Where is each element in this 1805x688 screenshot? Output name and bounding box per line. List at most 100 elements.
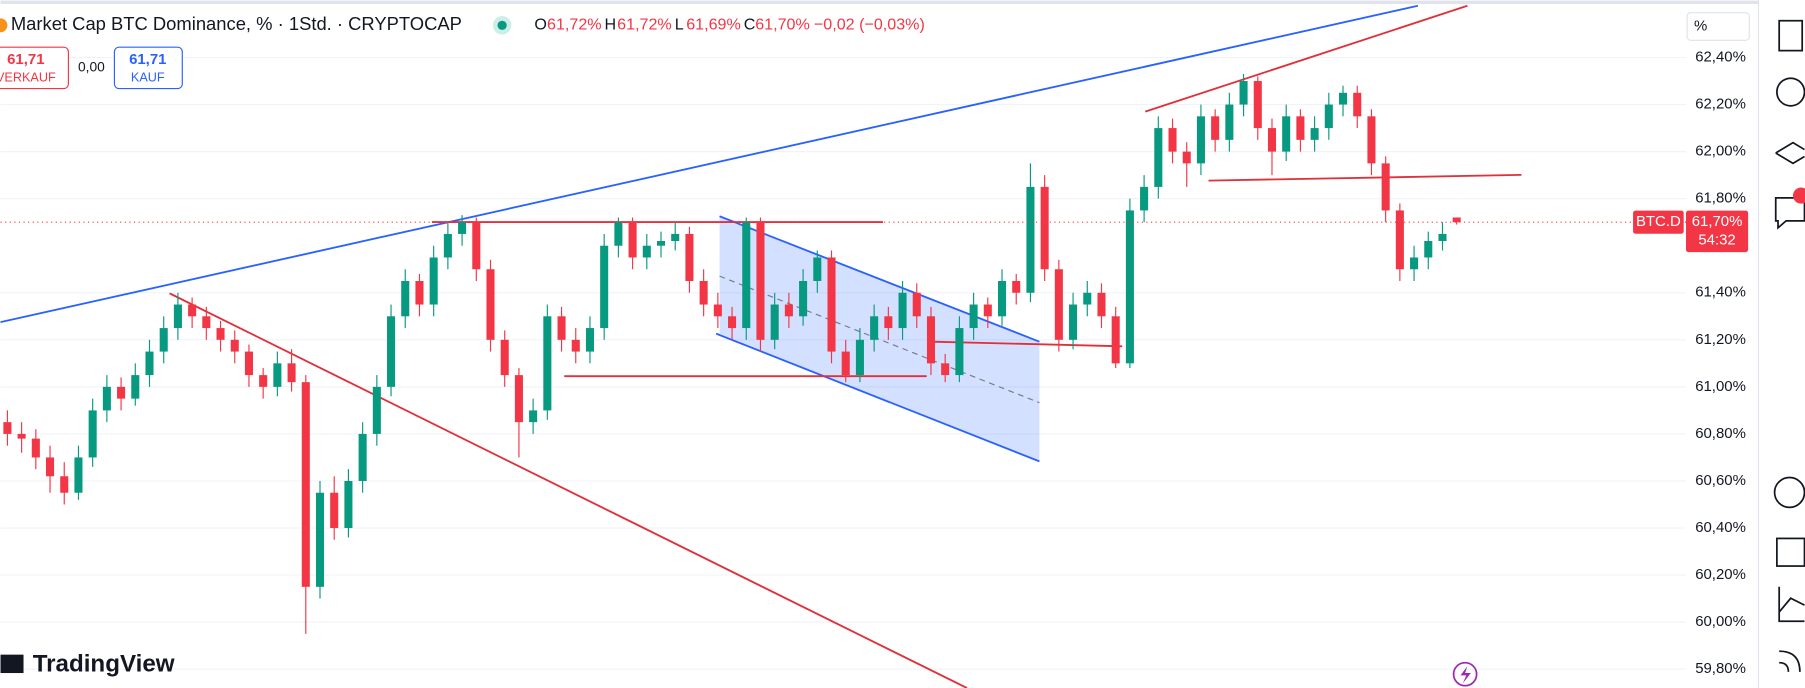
sidebar-icon[interactable] [1779, 650, 1801, 672]
price-tag [1685, 210, 1749, 253]
candle-body [784, 304, 793, 317]
candle-body [117, 386, 126, 399]
sell-button[interactable] [0, 46, 69, 90]
unit-box[interactable] [1686, 12, 1750, 41]
candle-body [898, 292, 907, 329]
candle-body [202, 316, 211, 329]
candle-body [756, 222, 765, 340]
candle-body [315, 492, 325, 587]
notification-badge [1792, 187, 1805, 204]
candle-body [330, 492, 339, 529]
sidebar-icon[interactable] [1775, 141, 1805, 165]
candle-body [1395, 210, 1404, 270]
price-axis: 62,40% 62,20% 62,00% 61,80% 61,40% 61,20% 61,0… [1633, 48, 1749, 677]
candle-body [1410, 257, 1419, 270]
candle-body [31, 438, 40, 458]
candle-body [1154, 128, 1163, 187]
candle-body [642, 245, 651, 258]
sell-label: VERKAUF [0, 71, 56, 85]
candle-body [301, 382, 310, 587]
candle-body [543, 316, 552, 411]
candle-body [401, 281, 410, 317]
candle-body [1253, 81, 1262, 129]
channel-fill [719, 216, 1040, 462]
candle-body [60, 476, 69, 493]
axis-unit: % [1694, 17, 1707, 34]
candle-body [671, 233, 680, 242]
ohlc-value: 61,72% [617, 16, 672, 34]
sidebar-icon[interactable] [1773, 476, 1805, 509]
candle-body [1339, 92, 1348, 105]
sidebar-icon[interactable] [1776, 77, 1805, 107]
symbol-icon [0, 18, 8, 33]
chart-title: Market Cap BTC Dominance, % · 1Std. · CR… [11, 13, 462, 34]
candle-body [1225, 104, 1234, 140]
y-tick-label: 61,00% [1695, 378, 1746, 395]
support-line [932, 340, 1123, 348]
candle-body [1296, 116, 1305, 140]
ohlc-key: C [744, 16, 756, 34]
candle-body [742, 222, 751, 329]
candle-body [557, 316, 566, 340]
candle-body [1125, 210, 1134, 364]
candle-body [287, 363, 296, 383]
status-dot [497, 20, 507, 30]
candle-body [799, 281, 808, 317]
candle-body [244, 351, 253, 376]
buy-label: KAUF [131, 71, 165, 85]
sidebar-icon[interactable] [1778, 586, 1805, 623]
candle-body [855, 339, 864, 376]
candle-body [443, 233, 452, 258]
candle-body [458, 222, 467, 234]
candle-body [131, 375, 140, 399]
candle-body [1353, 92, 1362, 117]
candle-body [1040, 186, 1049, 270]
candle-body [372, 386, 381, 434]
candle-body [585, 328, 594, 352]
candle-body [870, 316, 879, 340]
sidebar-icon[interactable] [1776, 537, 1805, 567]
candle-body [387, 316, 396, 387]
candle-body [941, 363, 950, 376]
candle-body [1282, 116, 1291, 152]
lightning [1460, 666, 1471, 684]
buy-button[interactable] [113, 46, 183, 90]
candle-body [145, 351, 154, 376]
candle-body [259, 375, 268, 387]
sell-price: 61,71 [7, 51, 44, 68]
y-tick-label: 62,40% [1695, 48, 1746, 65]
candle-body [656, 241, 666, 246]
countdown: 54:32 [1698, 232, 1735, 249]
lightning-icon[interactable] [1452, 661, 1478, 687]
candle-body [926, 316, 936, 364]
candle-body [74, 457, 83, 493]
trendline [169, 292, 968, 688]
y-tick-label: 61,20% [1695, 331, 1746, 348]
y-tick-label: 61,40% [1695, 284, 1746, 301]
buy-price: 61,71 [129, 51, 166, 68]
candle-body [1424, 241, 1433, 258]
candle-body [159, 328, 168, 352]
candle-body [1367, 116, 1376, 164]
symbol-tag-label: BTC.D [1636, 213, 1681, 230]
candle-body [1182, 151, 1191, 164]
candle-body [1168, 128, 1177, 152]
candle-body [1324, 104, 1333, 129]
candle-body [685, 233, 694, 282]
candle-body [344, 480, 353, 529]
sidebar-icon[interactable] [1778, 19, 1804, 52]
candle-body [173, 304, 182, 329]
trendline [0, 4, 1419, 324]
candle-body [1438, 233, 1447, 242]
candle-body [230, 339, 239, 352]
price-tag-label: 61,70% [1692, 213, 1743, 230]
ohlc-value: 61,70% [755, 16, 810, 34]
candle-body [1083, 292, 1092, 305]
candle-body [1054, 269, 1063, 340]
ohlc-value: 61,69% [686, 16, 741, 34]
candle-body [1381, 163, 1390, 211]
brand-logo [0, 654, 24, 674]
symbol-tag [1633, 210, 1684, 234]
candle-body [88, 410, 97, 458]
